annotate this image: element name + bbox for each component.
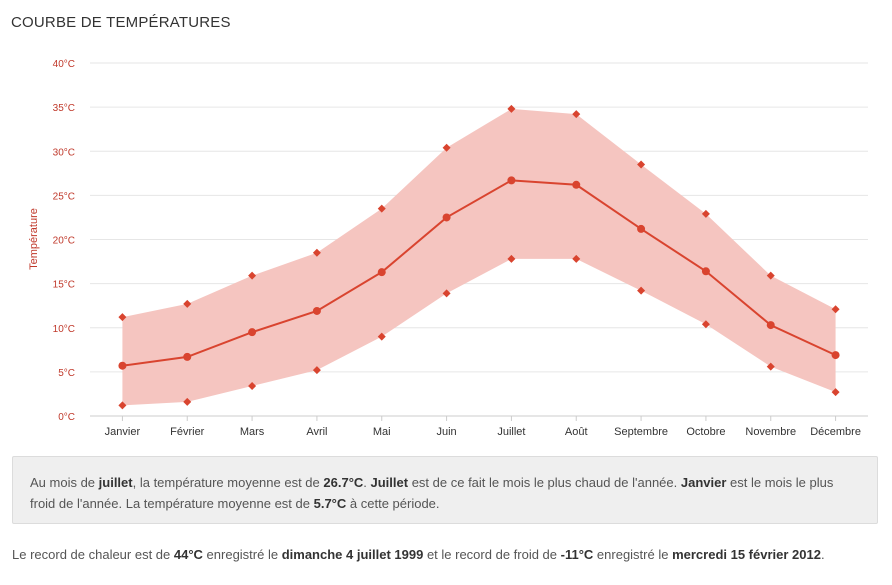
x-tick-label: Avril (306, 426, 327, 438)
record-heat-value: 44°C (173, 547, 203, 562)
info-text: , la température moyenne est de (132, 475, 324, 490)
record-text-part: . (820, 547, 825, 562)
record-text-part: enregistré le (202, 547, 282, 562)
record-cold-value: -11°C (560, 547, 594, 562)
min-point (831, 388, 840, 397)
mean-point (637, 224, 646, 233)
mean-point (442, 213, 451, 222)
y-tick-label: 10°C (53, 324, 75, 335)
max-point (312, 248, 321, 257)
max-point (572, 110, 581, 119)
x-tick-label: Décembre (810, 426, 861, 438)
min-point (118, 401, 127, 410)
mean-point (507, 176, 516, 185)
x-tick-label: Mars (240, 426, 265, 438)
x-tick-label: Février (170, 426, 205, 438)
y-tick-label: 30°C (53, 147, 75, 158)
info-hot-month: juillet (98, 475, 133, 490)
mean-point (118, 361, 127, 370)
x-tick-label: Juillet (497, 426, 525, 438)
x-tick-label: Juin (436, 426, 456, 438)
info-text: est de ce fait le mois le plus chaud de … (408, 475, 681, 490)
mean-point (312, 306, 321, 315)
max-point (637, 160, 646, 169)
max-point (248, 271, 257, 280)
mean-point (248, 328, 257, 337)
min-max-band (122, 108, 836, 406)
record-text: Le record de chaleur est de 44°C enregis… (12, 547, 825, 562)
info-cold-temp: 5.7°C (313, 496, 347, 511)
max-point (766, 271, 775, 280)
mean-point (766, 321, 775, 330)
record-text-part: enregistré le (593, 547, 673, 562)
y-tick-label: 25°C (53, 191, 75, 202)
y-tick-label: 15°C (53, 280, 75, 291)
min-point (637, 286, 646, 295)
page-title: COURBE DE TEMPÉRATURES (11, 14, 231, 31)
info-text: Au mois de (30, 475, 99, 490)
y-tick-label: 0°C (58, 412, 75, 423)
temperature-range-area (122, 108, 836, 406)
info-text: est le mois le plus froid de l'année. La… (30, 475, 834, 511)
mean-point (572, 180, 581, 189)
max-point (442, 143, 451, 152)
min-point (766, 362, 775, 371)
max-point (377, 204, 386, 213)
max-point (507, 104, 516, 113)
y-axis-label: Température (28, 208, 40, 270)
x-tick-label: Octobre (686, 426, 725, 438)
min-point (701, 320, 710, 329)
info-hot-month-name: Juillet (370, 475, 409, 490)
min-point (183, 397, 192, 406)
x-tick-label: Août (565, 426, 588, 438)
temperature-chart: 0°C 5°C 10°C 15°C 20°C 25°C 30°C 35°C 40°C Janvi… (28, 59, 868, 438)
mean-point (183, 352, 192, 361)
mean-point (377, 268, 386, 277)
y-axis-ticks: 0°C 5°C 10°C 15°C 20°C 25°C 30°C 35°C 40°C (53, 59, 75, 423)
mean-line (122, 179, 837, 367)
record-text-part: et le record de froid de (423, 547, 561, 562)
y-tick-label: 5°C (58, 368, 75, 379)
info-box: Au mois de juillet, la température moyen… (12, 456, 878, 524)
x-tick-label: Novembre (745, 426, 796, 438)
y-tick-label: 35°C (53, 103, 75, 114)
info-hot-temp: 26.7°C (323, 475, 364, 490)
info-text: . (363, 475, 371, 490)
max-point (831, 305, 840, 314)
mean-point (701, 267, 710, 276)
mean-temperature-line (122, 179, 837, 367)
record-text-part: Le record de chaleur est de (12, 547, 174, 562)
record-heat-date: dimanche 4 juillet 1999 (281, 547, 424, 562)
record-cold-date: mercredi 15 février 2012 (672, 547, 821, 562)
x-tick-label: Septembre (614, 426, 668, 438)
min-point (377, 332, 386, 341)
x-tick-label: Mai (373, 426, 391, 438)
x-tick-label: Janvier (105, 426, 141, 438)
min-point (248, 381, 257, 390)
max-point (118, 313, 127, 322)
info-text: à cette période. (346, 496, 440, 511)
min-point (442, 289, 451, 298)
mean-point (831, 351, 840, 360)
chart-markers (118, 104, 840, 410)
x-axis-ticks: Janvier Février Mars Avril Mai Juin Juillet Aoû… (105, 416, 861, 438)
max-point (701, 209, 710, 218)
info-cold-month: Janvier (680, 475, 727, 490)
max-point (183, 299, 192, 308)
min-point (312, 366, 321, 375)
y-tick-label: 40°C (53, 59, 75, 70)
y-tick-label: 20°C (53, 236, 75, 247)
